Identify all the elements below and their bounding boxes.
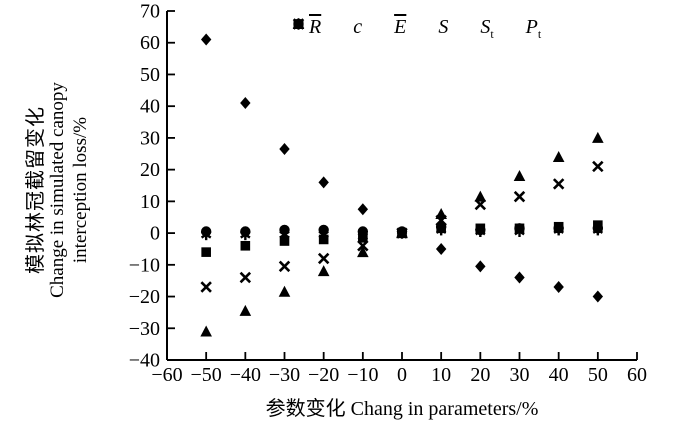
marker-triangle bbox=[513, 169, 526, 181]
legend-label: St bbox=[480, 16, 494, 41]
y-tick-label: −10 bbox=[129, 254, 160, 276]
y-tick-label: 70 bbox=[140, 1, 160, 23]
x-tick-label: 20 bbox=[470, 364, 490, 386]
marker-circle bbox=[240, 226, 251, 237]
x-tick-label: 10 bbox=[431, 364, 451, 386]
marker-diamond bbox=[240, 97, 251, 110]
x-tick-label: 40 bbox=[549, 364, 569, 386]
y-axis-label-english-line1: Change in simulated canopy bbox=[47, 82, 69, 298]
x-tick-label: 60 bbox=[627, 364, 647, 386]
marker-triangle bbox=[592, 131, 604, 143]
marker-diamond bbox=[553, 281, 564, 294]
marker-x bbox=[513, 190, 526, 203]
legend-item-s: S bbox=[292, 16, 449, 39]
x-tick-label: 30 bbox=[510, 364, 530, 386]
series-Pt bbox=[200, 221, 604, 237]
marker-triangle bbox=[552, 150, 565, 162]
marker-diamond bbox=[279, 143, 290, 156]
legend-item-pt: Pt bbox=[293, 16, 542, 41]
legend-item-st: St bbox=[293, 16, 494, 41]
marker-circle bbox=[318, 224, 329, 236]
marker-circle bbox=[514, 223, 525, 234]
marker-circle bbox=[357, 226, 369, 237]
marker-triangle bbox=[474, 190, 487, 202]
legend-marker-x-icon bbox=[292, 18, 435, 35]
y-tick-label: 60 bbox=[140, 32, 160, 54]
y-tick-label: −40 bbox=[129, 350, 160, 372]
legend-label: E bbox=[394, 16, 407, 38]
marker-x bbox=[239, 271, 252, 284]
marker-diamond bbox=[592, 290, 604, 303]
legend-marker-circle-icon bbox=[293, 18, 523, 35]
marker-diamond bbox=[514, 271, 525, 284]
marker-circle bbox=[435, 221, 447, 232]
y-tick-label: 20 bbox=[140, 159, 160, 181]
marker-x bbox=[552, 178, 565, 190]
y-tick-label: −20 bbox=[129, 286, 160, 308]
marker-diamond bbox=[318, 176, 329, 189]
y-tick-label: 0 bbox=[150, 223, 160, 245]
legend-item-c: c bbox=[293, 16, 363, 39]
marker-triangle bbox=[278, 285, 291, 297]
marker-triangle bbox=[357, 246, 369, 258]
marker-circle bbox=[279, 224, 290, 236]
marker-diamond bbox=[357, 203, 369, 216]
marker-x bbox=[357, 240, 369, 252]
x-tick-label: −20 bbox=[308, 364, 339, 386]
y-tick-label: 50 bbox=[140, 64, 160, 86]
x-tick-label: −60 bbox=[151, 364, 182, 386]
marker-square bbox=[201, 247, 211, 257]
y-tick-label: 40 bbox=[140, 96, 160, 118]
y-axis-label-english-line2: interception loss/% bbox=[69, 116, 91, 264]
legend-marker-square-icon bbox=[293, 19, 350, 35]
legend-marker-asterisk-icon bbox=[293, 18, 477, 35]
marker-triangle bbox=[200, 325, 212, 337]
series-R̄ bbox=[200, 33, 604, 303]
x-tick-label: −10 bbox=[347, 364, 378, 386]
marker-x bbox=[474, 198, 487, 211]
marker-triangle bbox=[317, 265, 330, 277]
x-axis-label: 参数变化 Chang in parameters/% bbox=[265, 398, 539, 420]
marker-square bbox=[279, 236, 290, 246]
x-tick-label: −30 bbox=[269, 364, 300, 386]
y-tick-label: −30 bbox=[129, 318, 160, 340]
marker-diamond bbox=[475, 260, 486, 273]
y-axis-label-chinese: 模拟林冠截留变化 bbox=[22, 106, 47, 274]
marker-x bbox=[278, 260, 291, 273]
marker-x bbox=[317, 252, 330, 265]
legend-label: R bbox=[309, 16, 322, 38]
legend-item-e: E bbox=[292, 16, 407, 39]
marker-circle bbox=[475, 224, 486, 236]
marker-circle bbox=[293, 18, 304, 30]
marker-circle bbox=[592, 223, 604, 234]
marker-x bbox=[200, 281, 212, 293]
x-tick-label: 0 bbox=[397, 364, 407, 386]
legend-label: Pt bbox=[525, 16, 542, 41]
x-tick-label: −50 bbox=[191, 364, 222, 386]
marker-circle bbox=[553, 223, 564, 234]
marker-circle bbox=[200, 226, 212, 237]
legend-label: c bbox=[353, 16, 363, 38]
marker-square bbox=[240, 240, 251, 251]
y-tick-label: 10 bbox=[140, 191, 160, 213]
legend-marker-triangle-icon bbox=[292, 18, 391, 35]
marker-diamond bbox=[200, 33, 212, 46]
series-S bbox=[200, 160, 604, 293]
y-tick-label: 30 bbox=[140, 127, 160, 149]
marker-x bbox=[592, 160, 604, 173]
marker-diamond bbox=[435, 242, 447, 255]
marker-triangle bbox=[239, 304, 252, 316]
legend-label: S bbox=[438, 16, 449, 38]
x-tick-label: 50 bbox=[588, 364, 608, 386]
marker-circle bbox=[396, 226, 408, 237]
y-axis-label: 模拟林冠截留变化 Change in simulated canopy inte… bbox=[18, 4, 98, 376]
x-tick-label: −40 bbox=[230, 364, 261, 386]
